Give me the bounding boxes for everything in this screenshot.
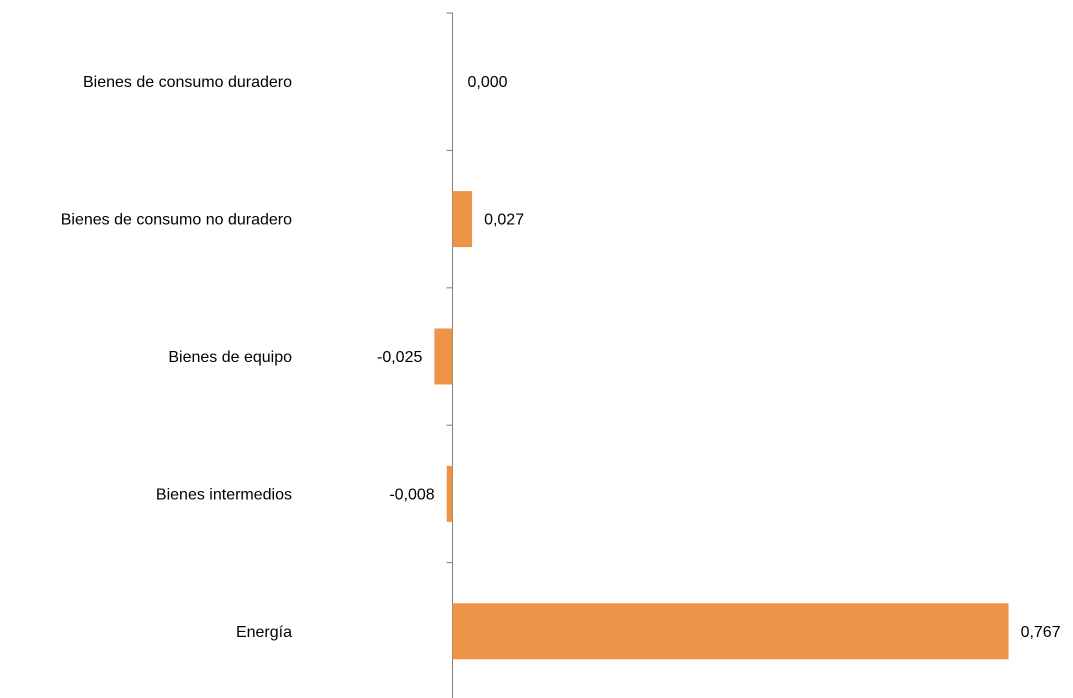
bar <box>452 603 1009 660</box>
category-label: Energía <box>236 624 292 641</box>
data-label: -0,008 <box>389 486 434 503</box>
data-label: 0,000 <box>468 74 508 91</box>
bar <box>446 465 453 522</box>
data-label: -0,025 <box>377 349 422 366</box>
bars-layer <box>434 191 1009 660</box>
bar <box>452 191 473 248</box>
bar <box>434 328 453 385</box>
data-label: 0,027 <box>484 212 524 229</box>
category-label: Bienes intermedios <box>156 486 292 503</box>
labels-layer: Bienes de consumo duradero 0,000 Bienes de… <box>61 74 1061 641</box>
data-label: 0,767 <box>1021 624 1061 641</box>
category-label: Bienes de equipo <box>168 349 292 366</box>
category-label: Bienes de consumo duradero <box>83 74 292 91</box>
category-label: Bienes de consumo no duradero <box>61 212 292 229</box>
